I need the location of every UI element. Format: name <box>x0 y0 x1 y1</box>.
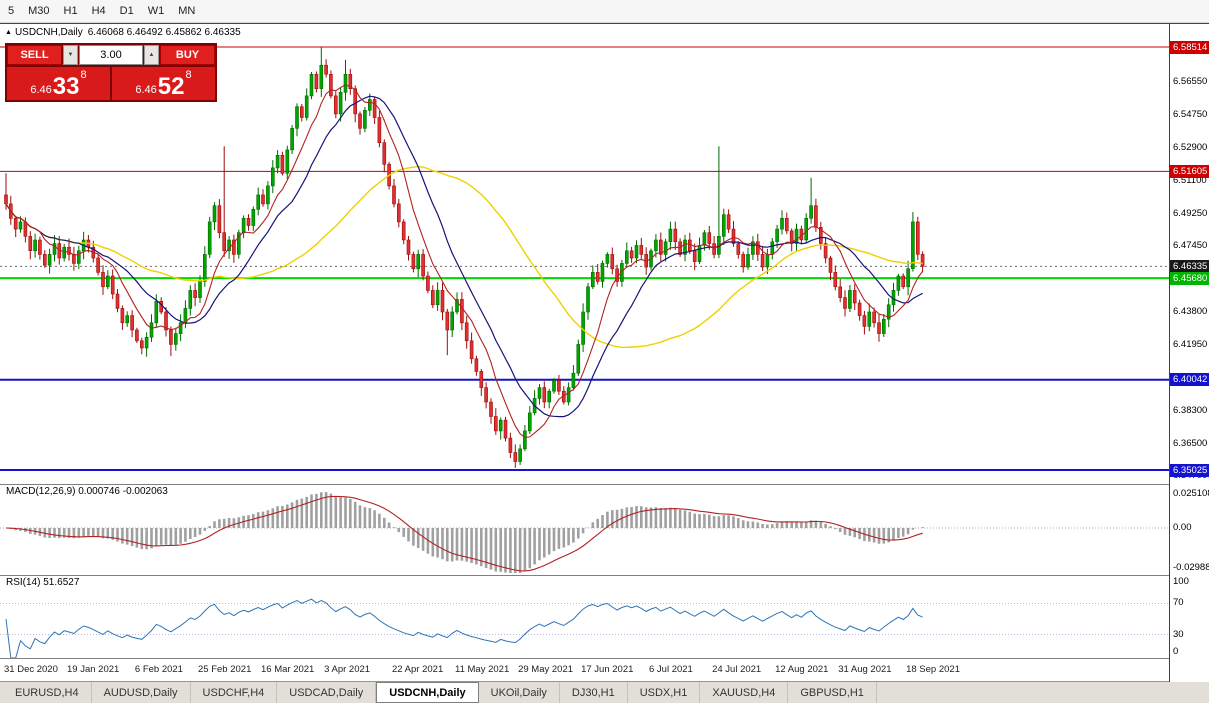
chart-tab-USDCNH-Daily[interactable]: USDCNH,Daily <box>376 682 479 703</box>
time-axis-label: 25 Feb 2021 <box>198 664 252 675</box>
time-axis-label: 6 Feb 2021 <box>134 664 183 675</box>
timeframe-button-MN[interactable]: MN <box>178 5 196 17</box>
bid-prefix: 6.46 <box>30 84 52 96</box>
time-axis-label: 31 Aug 2021 <box>838 664 892 675</box>
macd-axis-label: 0.025108 <box>1173 488 1209 499</box>
price-badge-6.40042: 6.40042 <box>1170 373 1209 387</box>
rsi-label: RSI(14) 51.6527 <box>4 577 82 588</box>
time-axis-label: 11 May 2021 <box>455 664 510 675</box>
chart-tab-DJ30-H1[interactable]: DJ30,H1 <box>560 682 628 703</box>
rsi-axis-label: 30 <box>1173 628 1184 640</box>
trade-prices-row: 6.46 33 8 6.46 52 8 <box>7 67 215 100</box>
pane-divider[interactable] <box>0 575 1209 576</box>
timeframe-button-M30[interactable]: M30 <box>28 5 50 17</box>
price-axis[interactable]: 6.56550 6.54750 6.52900 6.51100 6.49250 6.474… <box>1170 24 1209 682</box>
chart-tab-USDX-H1[interactable]: USDX,H1 <box>628 682 701 703</box>
bid-pipette: 8 <box>80 69 87 81</box>
price-badge-6.58514: 6.58514 <box>1170 40 1209 54</box>
time-axis[interactable]: 31 Dec 2020 19 Jan 2021 6 Feb 2021 25 Feb 2… <box>0 659 1169 681</box>
price-badge-6.46335: 6.46335 <box>1170 259 1209 273</box>
price-axis-label: 6.47450 <box>1173 240 1208 252</box>
price-axis-label: 6.43800 <box>1173 306 1208 317</box>
price-badge-6.35025: 6.35025 <box>1170 463 1209 477</box>
rsi-canvas <box>0 598 1169 658</box>
volume-increase-button[interactable]: ▲ <box>144 45 159 65</box>
chart-tabs-holder: EURUSD,H4 AUDUSD,Daily USDCHF,H4 USDCAD,Dai… <box>0 681 1209 703</box>
timeframe-button-H4[interactable]: H4 <box>91 5 106 17</box>
time-axis-label: 31 Dec 2020 <box>4 664 58 675</box>
bid-big-figure: 33 <box>52 73 80 100</box>
collapse-arrow-icon[interactable]: ▲ <box>5 29 12 36</box>
price-axis-label: 6.38300 <box>1173 405 1208 417</box>
chart-tab-UKOil-Daily[interactable]: UKOil,Daily <box>479 682 560 703</box>
rsi-axis-label: 100 <box>1173 576 1189 587</box>
price-axis-label: 6.49250 <box>1173 207 1208 219</box>
timeframe-button-5[interactable]: 5 <box>8 5 15 17</box>
sell-button[interactable]: SELL <box>7 45 62 65</box>
price-axis-label: 6.52900 <box>1173 142 1208 154</box>
time-axis-label: 12 Aug 2021 <box>775 664 829 675</box>
timeframe-button-D1[interactable]: D1 <box>119 5 134 17</box>
trade-controls-row: SELL ▼ ▲ BUY <box>7 45 215 65</box>
time-axis-label: 29 May 2021 <box>518 664 574 675</box>
buy-button[interactable]: BUY <box>160 45 215 65</box>
symbol-ohlc: 6.46068 6.46492 6.45862 6.46335 <box>87 27 241 38</box>
chart-tabs-bar: EURUSD,H4 AUDUSD,Daily USDCHF,H4 USDCAD,Dai… <box>0 681 1209 703</box>
volume-input[interactable] <box>79 45 143 65</box>
price-badge-6.51605: 6.51605 <box>1170 164 1209 178</box>
price-axis-label: 6.56550 <box>1173 76 1208 88</box>
time-axis-label: 19 Jan 2021 <box>67 664 120 675</box>
macd-canvas <box>0 492 1169 573</box>
moving-average-8 <box>5 84 924 438</box>
symbol-header: ▲ USDCNH,Daily 6.46068 6.46492 6.45862 6.4… <box>5 27 241 38</box>
chart-tab-EURUSD-H4[interactable]: EURUSD,H4 <box>3 682 92 703</box>
chart-tab-GBPUSD-H1[interactable]: GBPUSD,H1 <box>788 682 877 703</box>
macd-axis-label: -0.029888 <box>1173 562 1209 573</box>
chart-area: ▲ USDCNH,Daily 6.46068 6.46492 6.45862 6.4… <box>0 23 1209 682</box>
chart-tab-XAUUSD-H4[interactable]: XAUUSD,H4 <box>700 682 789 703</box>
axis-divider <box>1169 24 1170 682</box>
time-axis-label: 22 Apr 2021 <box>392 664 444 675</box>
ask-prefix: 6.46 <box>135 84 157 96</box>
rsi-axis-label: 0 <box>1173 646 1179 657</box>
pane-divider[interactable] <box>0 658 1209 659</box>
price-axis-label: 6.51100 <box>1173 174 1207 186</box>
volume-decrease-button[interactable]: ▼ <box>63 45 78 65</box>
one-click-trading-panel: SELL ▼ ▲ BUY 6.46 33 8 6.46 52 8 <box>5 43 217 102</box>
chart-tab-AUDUSD-Daily[interactable]: AUDUSD,Daily <box>92 682 191 703</box>
main-chart-canvas[interactable] <box>0 24 1169 484</box>
timeframe-toolbar: 5 M30 H1 H4 D1 W1 MN <box>0 0 1209 23</box>
timeframe-button-W1[interactable]: W1 <box>147 5 165 17</box>
symbol-title: USDCNH,Daily <box>14 27 83 38</box>
macd-label: MACD(12,26,9) 0.000746 -0.002063 <box>4 486 170 497</box>
chart-tab-USDCHF-H4[interactable]: USDCHF,H4 <box>191 682 278 703</box>
price-badge-6.45680: 6.45680 <box>1170 271 1209 285</box>
bid-price[interactable]: 6.46 33 8 <box>7 67 110 100</box>
price-axis-label: 6.41950 <box>1173 339 1208 351</box>
moving-average-45 <box>5 165 923 348</box>
chart-tab-USDCAD-Daily[interactable]: USDCAD,Daily <box>277 682 377 703</box>
pane-divider[interactable] <box>0 484 1209 485</box>
price-axis-label: 6.36500 <box>1173 437 1208 449</box>
rsi-axis-label: 70 <box>1173 597 1184 609</box>
time-axis-label: 17 Jun 2021 <box>581 664 634 675</box>
timeframe-button-H1[interactable]: H1 <box>63 5 78 17</box>
ask-pipette: 8 <box>185 69 192 81</box>
ask-price[interactable]: 6.46 52 8 <box>112 67 215 100</box>
ask-big-figure: 52 <box>157 73 185 100</box>
moving-average-16 <box>5 95 923 418</box>
macd-axis-label: 0.00 <box>1173 522 1192 533</box>
macd-signal-line <box>5 495 923 572</box>
time-axis-label: 3 Apr 2021 <box>324 664 371 675</box>
time-axis-label: 24 Jul 2021 <box>712 664 762 675</box>
time-axis-label: 18 Sep 2021 <box>906 664 960 675</box>
time-axis-label: 6 Jul 2021 <box>649 664 693 675</box>
time-axis-label: 16 Mar 2021 <box>261 664 315 675</box>
price-axis-label: 6.54750 <box>1173 108 1208 120</box>
rsi-line <box>5 598 923 658</box>
